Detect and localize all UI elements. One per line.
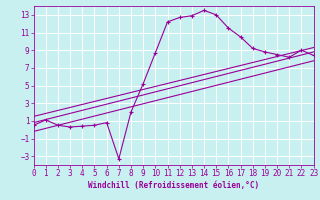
- X-axis label: Windchill (Refroidissement éolien,°C): Windchill (Refroidissement éolien,°C): [88, 181, 259, 190]
